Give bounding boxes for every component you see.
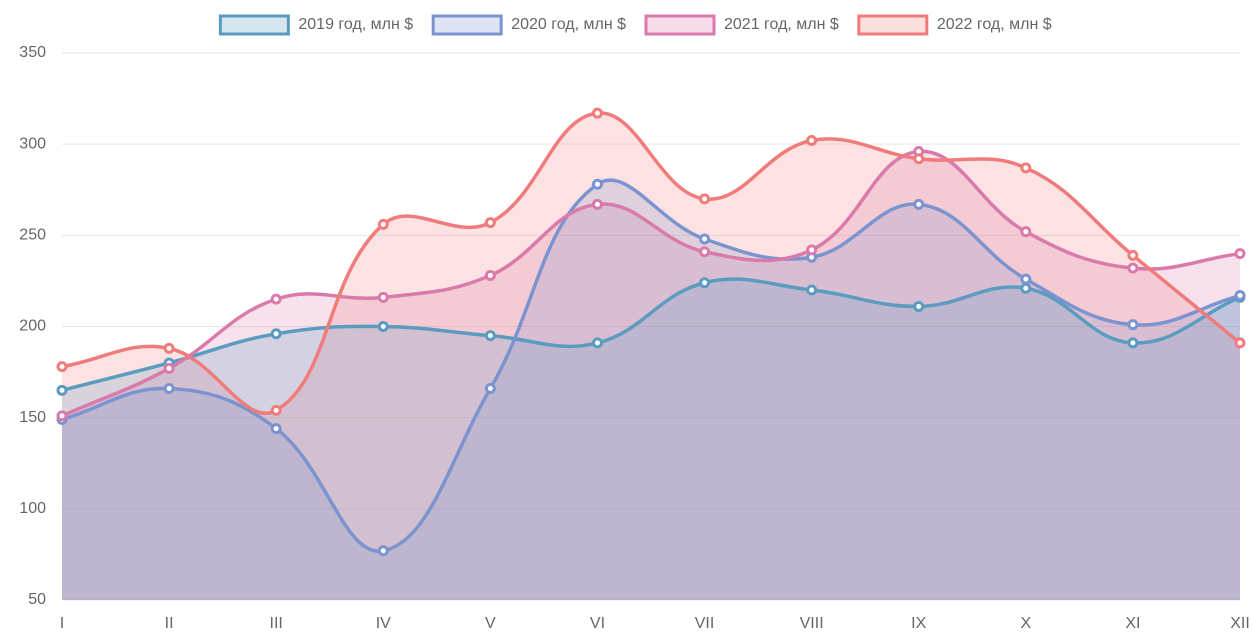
x-tick-label: X xyxy=(1020,615,1031,632)
point xyxy=(1020,273,1032,285)
x-tick-label: II xyxy=(165,615,174,632)
legend-swatch xyxy=(431,14,503,36)
area-fill xyxy=(62,112,1240,600)
point xyxy=(377,545,389,557)
point xyxy=(806,135,818,147)
x-tick-label: I xyxy=(60,615,64,632)
point xyxy=(270,328,282,340)
point xyxy=(377,321,389,332)
point xyxy=(1234,290,1246,302)
x-tick-label: XII xyxy=(1230,615,1250,632)
x-tick-label: VI xyxy=(590,615,605,632)
legend-label: 2021 год, млн $ xyxy=(724,16,839,33)
legend-swatch xyxy=(857,14,929,36)
point xyxy=(913,300,925,312)
point xyxy=(56,410,68,422)
point xyxy=(270,404,282,416)
x-tick-label: III xyxy=(270,615,283,632)
point xyxy=(913,198,925,210)
point xyxy=(806,244,818,256)
point xyxy=(699,277,711,289)
x-tick-label: XI xyxy=(1125,615,1140,632)
area-fill xyxy=(62,151,1240,600)
legend-label: 2019 год, млн $ xyxy=(298,16,413,33)
y-tick-label: 250 xyxy=(19,227,46,244)
point xyxy=(484,269,496,281)
point xyxy=(484,382,496,394)
point xyxy=(377,291,389,303)
point xyxy=(1127,319,1139,331)
series-line xyxy=(61,277,1241,393)
area-fill xyxy=(62,180,1240,600)
legend-item: 2020 год, млн $ xyxy=(431,14,626,36)
point xyxy=(484,330,496,342)
point xyxy=(484,217,496,229)
point xyxy=(1020,282,1032,294)
point xyxy=(699,193,711,205)
point xyxy=(591,107,603,119)
point xyxy=(591,337,603,349)
legend-label: 2022 год, млн $ xyxy=(937,16,1052,33)
point xyxy=(1234,337,1246,349)
point xyxy=(270,423,282,435)
point xyxy=(591,198,603,210)
point xyxy=(699,233,711,245)
point xyxy=(1234,248,1246,260)
y-tick-label: 100 xyxy=(19,500,46,517)
point xyxy=(1127,262,1139,274)
y-tick-label: 200 xyxy=(19,318,46,335)
point xyxy=(163,382,175,394)
x-tick-label: IX xyxy=(911,615,926,632)
x-tick-label: VIII xyxy=(800,615,824,632)
y-tick-label: 350 xyxy=(19,44,46,61)
legend-item: 2022 год, млн $ xyxy=(857,14,1052,36)
legend-item: 2019 год, млн $ xyxy=(218,14,413,36)
point xyxy=(806,284,818,296)
legend-label: 2020 год, млн $ xyxy=(511,16,626,33)
point xyxy=(163,342,175,354)
legend-item: 2021 год, млн $ xyxy=(644,14,839,36)
point xyxy=(591,178,603,190)
legend-swatch xyxy=(644,14,716,36)
point xyxy=(699,246,711,258)
point xyxy=(56,361,68,373)
point xyxy=(1020,226,1032,238)
y-tick-label: 50 xyxy=(28,591,46,608)
point xyxy=(163,362,175,374)
area-fill xyxy=(62,279,1240,600)
x-tick-label: IV xyxy=(376,615,391,632)
point xyxy=(1127,337,1139,349)
legend-swatch xyxy=(218,14,290,36)
point xyxy=(377,218,389,230)
point xyxy=(1127,249,1139,261)
y-tick-label: 300 xyxy=(19,135,46,152)
y-tick-label: 150 xyxy=(19,409,46,426)
point xyxy=(270,293,282,305)
point xyxy=(913,153,925,165)
x-tick-label: V xyxy=(485,615,496,632)
point xyxy=(56,384,68,396)
point xyxy=(1020,162,1032,174)
x-tick-label: VII xyxy=(695,615,715,632)
